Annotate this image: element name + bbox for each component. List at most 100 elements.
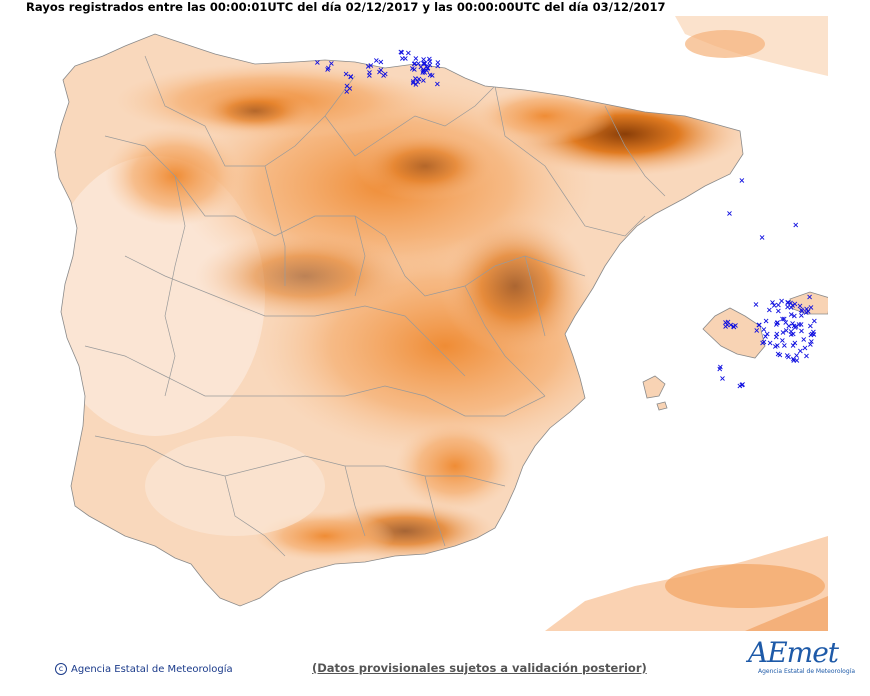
lightning-marker: × [784, 298, 791, 307]
aemet-logo-subtitle: Agencia Estatal de Meteorología [758, 668, 855, 675]
lightning-marker: × [415, 59, 422, 68]
lightning-marker: × [791, 312, 798, 321]
lightning-map: × × × × × × × × × × × × × × × × × × × × × × × × × × × × × × × × × × × × × × × ×… [25, 16, 828, 631]
lightning-marker: × [426, 55, 433, 64]
lightning-marker: × [366, 71, 373, 80]
lightning-marker: × [789, 301, 796, 310]
lightning-marker: × [810, 327, 817, 336]
lightning-marker: × [779, 336, 786, 345]
lightning-marker: × [773, 329, 780, 338]
lightning-marker: × [793, 322, 800, 331]
lightning-marker: × [809, 329, 816, 338]
lightning-marker: × [782, 318, 789, 327]
lightning-marker: × [811, 330, 818, 339]
lightning-marker: × [805, 307, 812, 316]
lightning-marker: × [775, 349, 782, 358]
lightning-marker: × [725, 318, 732, 327]
menorca [789, 291, 828, 315]
lightning-marker: × [808, 303, 815, 312]
lightning-marker: × [409, 64, 416, 73]
lightning-marker: × [412, 80, 419, 89]
lightning-marker: × [413, 54, 420, 63]
lightning-marker: × [789, 319, 796, 328]
lightning-marker: × [410, 78, 417, 87]
lightning-marker: × [806, 293, 813, 302]
lightning-marker: × [773, 320, 780, 329]
lightning-marker: × [427, 71, 434, 80]
lightning-marker: × [787, 298, 794, 307]
lightning-marker: × [756, 321, 763, 330]
lightning-marker: × [772, 342, 779, 351]
lightning-marker: × [774, 318, 781, 327]
lightning-marker: × [774, 319, 781, 328]
lightning-marker: × [412, 74, 419, 83]
lightning-marker: × [325, 64, 332, 73]
mallorca [702, 307, 766, 359]
lightning-marker: × [420, 67, 427, 76]
lightning-marker: × [783, 326, 790, 335]
lightning-marker: × [766, 306, 773, 315]
lightning-marker: × [727, 320, 734, 329]
lightning-marker: × [790, 355, 797, 364]
lightning-marker: × [722, 322, 729, 331]
lightning-marker: × [811, 316, 818, 325]
lightning-marker: × [784, 351, 791, 360]
lightning-marker: × [382, 69, 389, 78]
lightning-marker: × [771, 301, 778, 310]
map-title: Rayos registrados entre las 00:00:01UTC … [26, 0, 666, 14]
lightning-marker: × [798, 306, 805, 315]
aemet-wordmark: AEmet [748, 636, 839, 669]
lightning-marker: × [420, 66, 427, 75]
lightning-marker: × [399, 54, 406, 63]
lightning-marker: × [797, 346, 804, 355]
lightning-marker: × [421, 68, 428, 77]
lightning-marker: × [791, 300, 798, 309]
lightning-marker: × [414, 77, 421, 86]
lightning-marker: × [792, 339, 799, 348]
lightning-marker: × [417, 62, 424, 71]
lightning-marker: × [799, 307, 806, 316]
lightning-marker: × [420, 76, 427, 85]
lightning-marker: × [343, 70, 350, 79]
copyright-icon: c [55, 663, 67, 675]
lightning-marker: × [373, 56, 380, 65]
lightning-marker: × [716, 365, 723, 374]
lightning-marker: × [785, 352, 792, 361]
lightning-marker: × [807, 321, 814, 330]
aemet-logo: AEmet Agencia Estatal de Meteorología [748, 636, 855, 680]
lightning-marker: × [775, 306, 782, 315]
lightning-marker: × [779, 315, 786, 324]
lightning-marker: × [793, 351, 800, 360]
lightning-marker: × [434, 58, 441, 67]
lightning-marker: × [420, 55, 427, 64]
lightning-marker: × [803, 351, 810, 360]
lightning-marker: × [797, 302, 804, 311]
lightning-marker: × [803, 308, 810, 317]
lightning-marker: × [422, 59, 429, 68]
lightning-marker: × [730, 322, 737, 331]
lightning-marker: × [759, 233, 766, 242]
lightning-marker: × [753, 300, 760, 309]
lightning-marker: × [796, 320, 803, 329]
lightning-marker: × [411, 59, 418, 68]
lightning-marker: × [377, 58, 384, 67]
lightning-marker: × [781, 314, 788, 323]
lightning-marker: × [737, 382, 744, 391]
lightning-marker: × [732, 321, 739, 330]
lightning-marker: × [790, 356, 797, 365]
lightning-marker: × [803, 305, 810, 314]
formentera [656, 401, 668, 411]
lightning-marker: × [739, 380, 746, 389]
lightning-marker: × [421, 59, 428, 68]
lightning-marker: × [776, 350, 783, 359]
lightning-marker: × [717, 363, 724, 372]
lightning-marker: × [343, 87, 350, 96]
lightning-marker: × [791, 321, 798, 330]
lightning-marker: × [788, 303, 795, 312]
lightning-marker: × [719, 374, 726, 383]
lightning-marker: × [792, 323, 799, 332]
lightning-marker: × [722, 318, 729, 327]
lightning-marker: × [724, 321, 731, 330]
lightning-marker: × [790, 330, 797, 339]
lightning-marker: × [420, 59, 427, 68]
